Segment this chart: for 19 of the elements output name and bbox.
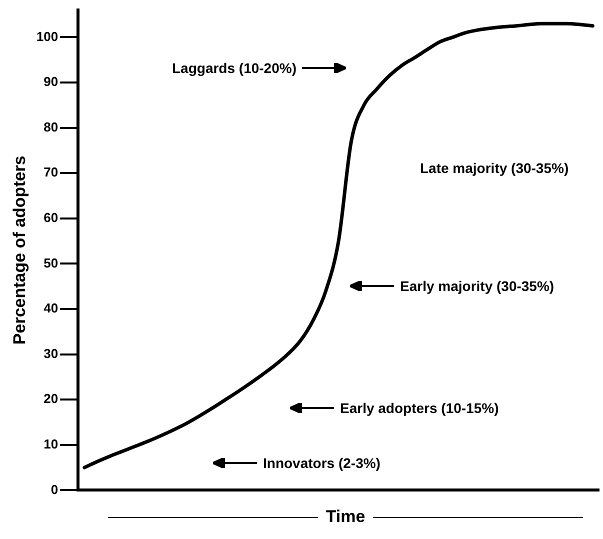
line-series	[82, 22, 594, 470]
y-tick-label: 0	[50, 482, 58, 497]
y-tick-label: 50	[44, 255, 58, 270]
x-axis-title: Time	[324, 507, 366, 527]
y-axis-title: Percentage of adopters	[10, 156, 29, 345]
y-tick-label: 100	[36, 28, 58, 44]
annotation: Early adopters (10-15%)	[340, 400, 499, 416]
y-tick-label: 30	[44, 346, 58, 361]
y-tick-label: 20	[44, 391, 58, 406]
y-tick-label: 80	[44, 119, 58, 134]
y-tick-label: 70	[44, 164, 58, 180]
y-tick-label: 10	[44, 436, 58, 452]
annotation: Innovators (2-3%)	[263, 455, 380, 471]
annotation: Late majority (30-35%)	[420, 160, 569, 176]
annotation: Early majority (30-35%)	[400, 278, 554, 294]
y-tick-label: 40	[44, 300, 58, 316]
annotation: Laggards (10-20%)	[172, 60, 296, 76]
y-tick-label: 60	[44, 210, 58, 225]
y-tick-label: 90	[44, 74, 58, 90]
